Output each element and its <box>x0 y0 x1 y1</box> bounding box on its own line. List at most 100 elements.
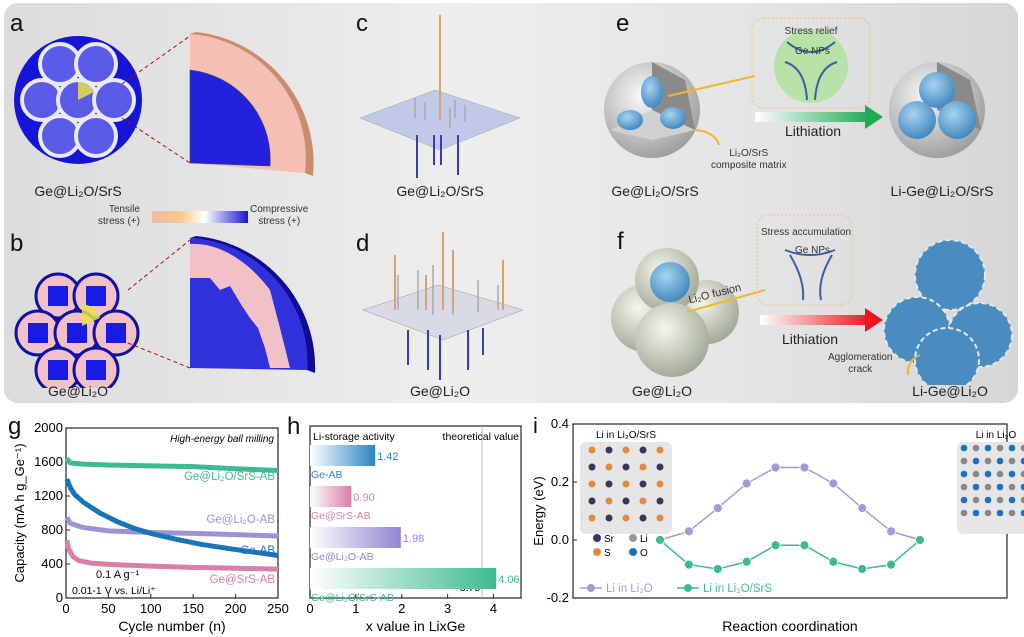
matrix-label: Li₂O/SrS composite matrix <box>711 148 787 171</box>
atom <box>1020 470 1024 478</box>
schematic-panel-background <box>4 3 1018 403</box>
y-tick-label-i: 0.2 <box>551 474 569 489</box>
atom <box>588 480 596 488</box>
data-point-i <box>828 478 839 489</box>
atom <box>984 444 992 452</box>
atom <box>960 457 968 465</box>
atom <box>984 457 992 465</box>
series-line-g <box>64 457 279 473</box>
atom <box>972 457 980 465</box>
inset-li2o-srs-structure <box>580 442 672 534</box>
stress-colorbar <box>152 211 248 223</box>
stress-relief-title: Stress relief <box>784 26 838 37</box>
agglomeration-crack-label: Agglomeration crack <box>828 352 893 375</box>
annotation-current-g: 0.1 A g⁻¹ <box>96 569 139 581</box>
caption-e-right: Li-Ge@Li₂O/SrS <box>890 183 994 199</box>
data-point-i <box>655 535 665 545</box>
stress-accumulation-title: Stress accumulation <box>760 227 852 238</box>
caption-b: Ge@Li₂O <box>47 383 109 399</box>
charge-density-surface-c <box>359 15 521 178</box>
atom <box>1008 483 1016 491</box>
data-point-i <box>770 462 781 473</box>
panel-label-f: f <box>617 228 624 255</box>
bar-h <box>310 527 401 548</box>
lithiation-arrow-green <box>755 112 870 122</box>
data-point-i <box>886 559 897 570</box>
atom <box>972 444 980 452</box>
stress-simulations-ab <box>14 32 316 388</box>
caption-c: Ge@Li₂O/SrS <box>396 183 484 199</box>
legend-label-i: Li in Li₂O <box>606 583 653 595</box>
stress-relief-circle <box>774 29 848 103</box>
atom <box>960 496 968 504</box>
panel-label-i: i <box>533 413 538 438</box>
atom <box>972 470 980 478</box>
data-point-i <box>915 535 925 545</box>
bar-h <box>310 445 376 466</box>
data-point-i <box>857 564 868 574</box>
atom <box>996 457 1004 465</box>
panel-label-d: d <box>356 230 370 257</box>
reference-label-h: theoretical value <box>443 431 520 443</box>
atom <box>588 497 596 505</box>
data-point-i <box>741 556 752 567</box>
category-label-h: Ge@Li₂O-AB <box>311 551 374 563</box>
legend-atom-icon <box>593 534 601 542</box>
bar-value-label-h: 4.06 <box>498 574 519 586</box>
legend-label-i: Li in Li₂O/SrS <box>703 583 772 595</box>
atom <box>1008 457 1016 465</box>
atom <box>984 509 992 517</box>
legend-atom-icon <box>593 548 601 556</box>
legend-atom-label: Sr <box>604 534 615 545</box>
x-axis-label-h: x value in LixGe <box>366 618 466 634</box>
ge-nps-label-e: Ge NPs <box>795 46 831 57</box>
plot-frame-g <box>65 427 279 599</box>
bar-value-label-h: 1.42 <box>377 451 398 463</box>
caption-e-left: Ge@Li₂O/SrS <box>611 183 699 199</box>
data-point-i <box>683 559 694 570</box>
data-point-i <box>799 540 810 551</box>
atom <box>1020 483 1024 491</box>
atom <box>996 483 1004 491</box>
lithiation-label-f: Lithiation <box>781 331 839 347</box>
atom <box>605 514 613 522</box>
legend-atom-label: S <box>604 548 611 559</box>
bar-h <box>310 486 352 507</box>
atom <box>960 509 968 517</box>
atom <box>639 514 647 522</box>
category-label-h: Ge@SrS-AB <box>311 510 371 522</box>
data-point-i <box>770 540 781 551</box>
y-axis-label-g: Capacity (mA h g_Ge⁻¹) <box>12 443 27 582</box>
inset-title-right: Li in Li₂O <box>976 430 1017 441</box>
li-ge-li2o-srs-sphere <box>889 62 985 158</box>
data-point-i <box>683 526 694 537</box>
panel-label-h: h <box>287 413 301 440</box>
panel-label-a: a <box>10 10 24 37</box>
y-tick-label-g: 800 <box>41 522 63 537</box>
caption-f-left: Ge@Li₂O <box>631 383 693 399</box>
atom <box>639 463 647 471</box>
bar-h <box>310 568 497 589</box>
legend-label-g: Ge@Li₂O/SrS-AB <box>184 471 275 483</box>
x-tick-label-g: 150 <box>182 601 204 616</box>
atom <box>605 446 613 454</box>
x-axis-label-g: Cycle number (n) <box>118 618 225 634</box>
atom <box>1008 509 1016 517</box>
charge-density-surface-d <box>362 232 524 380</box>
stress-accumulation-box <box>756 214 853 306</box>
ge-nps-label-f: Ge NPs <box>795 245 831 256</box>
atom <box>622 446 630 454</box>
ge-li2o-srs-sphere <box>604 62 700 158</box>
series-line-i <box>659 466 921 541</box>
atom <box>656 480 664 488</box>
atom <box>656 463 664 471</box>
atom <box>960 470 968 478</box>
pointer-arrow <box>667 75 756 97</box>
y-tick-label-g: 1600 <box>34 454 63 469</box>
atom <box>622 480 630 488</box>
legend-label-g: Ge-AB <box>240 545 275 557</box>
bar-value-label-h: 0.90 <box>353 492 374 504</box>
colorbar-tensile-label: Tensile stress (+) <box>98 204 140 227</box>
data-point-i <box>712 564 723 574</box>
